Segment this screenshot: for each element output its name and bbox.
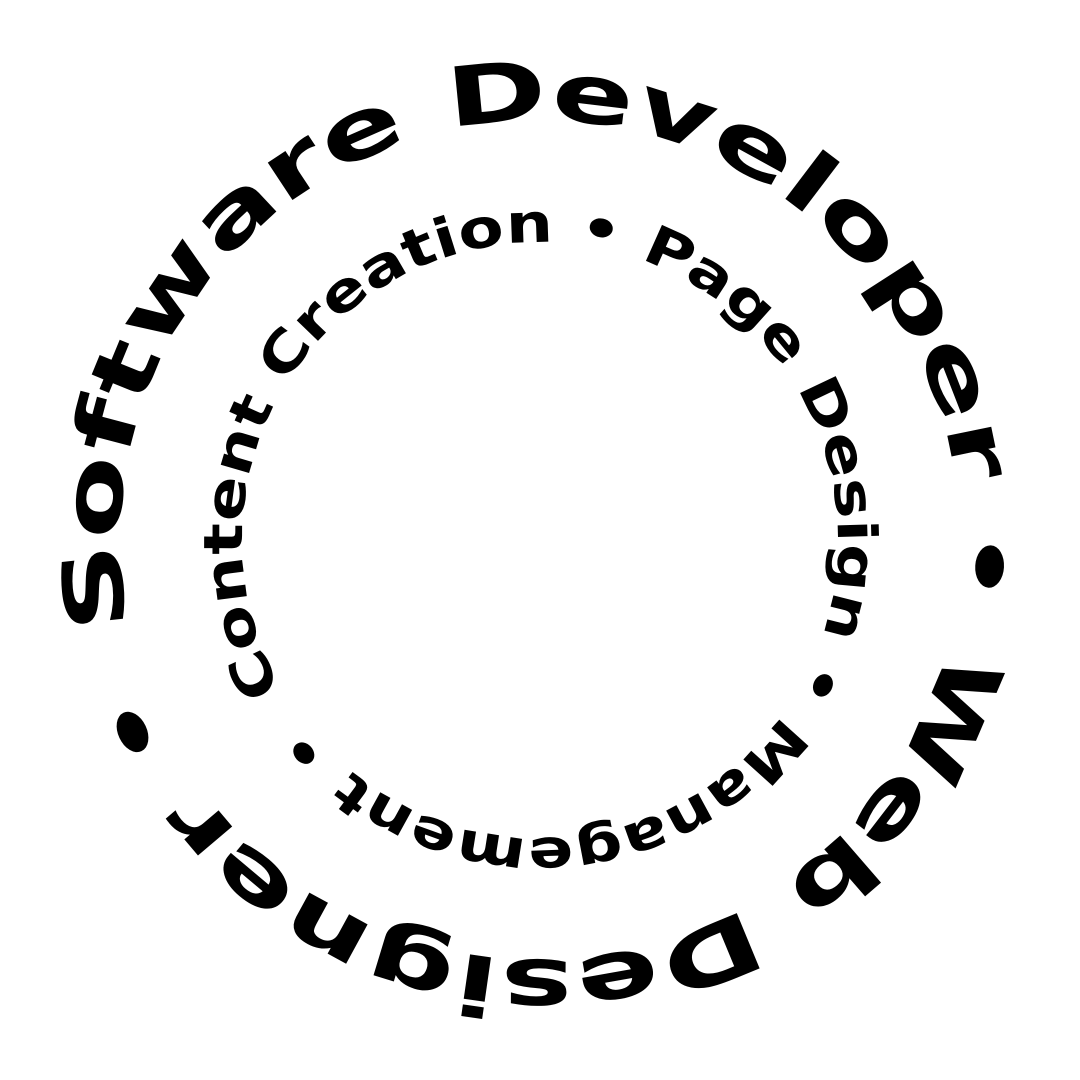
circular-text-badge: Software Developer • Web Designer • Cont… (0, 0, 1080, 1080)
outer-ring-text: Software Developer • Web Designer • (0, 0, 1080, 1080)
outer-ring: Software Developer • Web Designer • (0, 0, 1080, 1080)
outer-ring-textpath: Software Developer • Web Designer • (0, 0, 1080, 1080)
